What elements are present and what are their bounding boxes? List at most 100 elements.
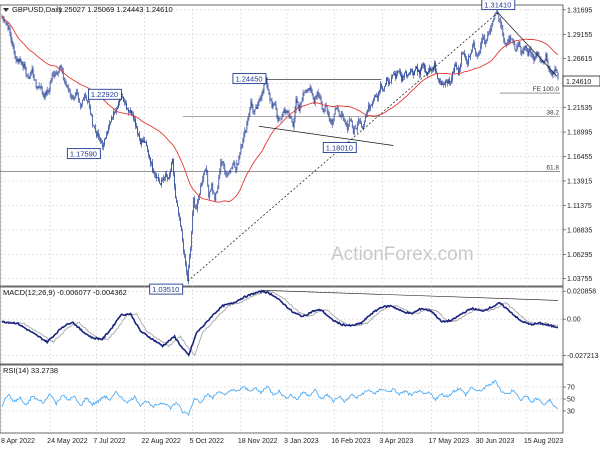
axis-layer: 1.316951.291551.266151.240751.215351.189… [1,7,599,445]
candle-body [63,77,65,81]
time-tick-label: 8 Apr 2022 [1,438,35,445]
candle-body [420,69,421,75]
candle-body [177,202,178,207]
candle-body [250,101,252,110]
candle-body [529,48,531,51]
candle-body [465,55,467,60]
candle-body [36,87,38,89]
candle-body [57,72,59,74]
candle-body [353,127,355,134]
candle-body [545,53,547,60]
candle-body [359,120,361,123]
candle-body [191,231,193,248]
candle-body [257,102,259,109]
candle-body [200,185,202,194]
candle-body [127,108,128,110]
candle-body [81,100,83,104]
candle-body [314,98,316,104]
price-level-label-box [481,0,516,11]
candle-body [32,68,34,76]
candle-body [407,74,408,77]
candle-body [412,69,413,73]
candle-body [107,131,108,135]
candle-body [160,183,161,185]
candle-body [307,88,309,91]
candle-body [55,72,57,75]
candle-body [445,80,446,85]
candle-body [215,193,217,201]
dropdown-triangle-icon[interactable] [3,8,9,12]
candle-body [507,39,509,43]
candle-body [426,71,427,75]
candle-body [361,126,363,129]
candle-body [410,69,411,74]
candle-body [556,70,558,73]
candle-body [534,58,536,61]
candle-body [266,77,268,86]
candle-body [94,127,96,132]
candle-body [5,22,7,24]
candle-body [282,112,284,116]
candle-body [555,68,557,71]
fib-level-label: FE 100.0 [533,86,560,93]
candle-body [232,163,234,167]
candle-body [91,114,93,126]
candle-body [156,174,157,179]
candle-body [535,54,537,59]
candle-body [473,42,475,46]
candle-body [532,54,534,58]
candle-body [363,120,365,126]
candle-body [493,19,495,22]
candle-body [144,140,145,143]
candle-body [189,256,191,268]
candle-body [369,105,371,109]
candle-body [162,179,163,181]
candle-body [84,94,86,97]
candle-body [389,82,390,84]
candle-body [276,109,278,119]
candle-body [221,161,223,163]
candle-body [425,68,426,72]
candle-body [50,80,52,84]
candle-body [406,71,407,77]
candle-body [165,174,166,178]
candle-body [188,267,190,281]
candle-body [503,36,505,42]
candle-body [491,26,493,29]
price-level-label: 1.24450 [235,74,262,83]
candle-body [10,34,12,40]
candle-body [111,117,112,122]
candle-body [273,103,275,105]
candle-body [245,129,247,131]
candle-body [398,71,399,73]
candle-body [436,71,437,73]
candle-body [258,99,260,103]
candle-body [483,36,485,38]
candle-body [218,176,220,189]
candle-body [505,43,507,45]
candle-body [42,91,44,94]
candle-body [365,112,367,116]
candle-body [490,28,492,32]
time-tick-label: 7 Jul 2022 [93,438,125,445]
candle-body [234,162,236,168]
candle-body [83,94,85,100]
candle-body [474,42,476,50]
candle-body [90,114,92,115]
candle-body [554,68,556,74]
candle-body [337,108,339,111]
candle-body [20,59,22,62]
candle-body [56,72,58,74]
candle-body [76,92,78,96]
candle-body [153,171,154,173]
candle-body [401,74,402,81]
candle-body [297,102,299,106]
candle-body [352,127,354,134]
candle-body [348,120,350,126]
candle-body [172,158,173,164]
candle-layer [1,8,559,285]
candle-body [514,44,516,50]
candle-body [59,65,61,69]
candle-body [316,91,318,97]
candle-body [262,90,264,94]
